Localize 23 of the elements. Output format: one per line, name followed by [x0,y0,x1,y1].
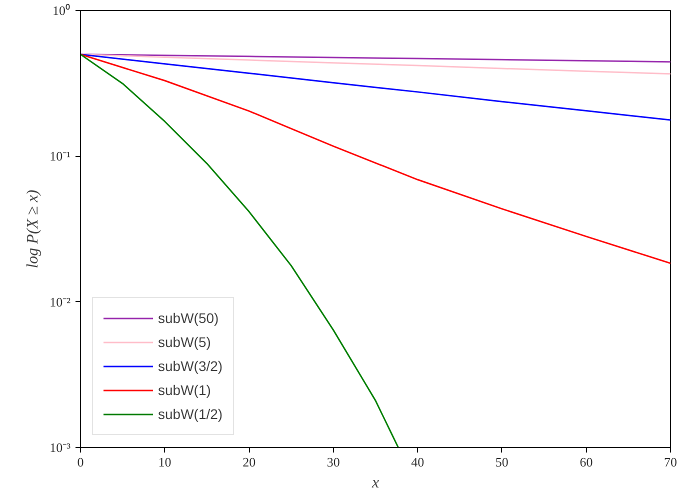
y-tick-label: 10⁻¹ [50,148,71,164]
x-axis-title: x [370,474,380,492]
x-tick-label: 70 [664,454,677,470]
legend-label: subW(3/2) [158,358,223,374]
legend-label: subW(50) [158,310,219,326]
x-tick-label: 40 [411,454,424,470]
line-series [80,54,670,75]
x-tick-label: 60 [580,454,593,470]
line-series [80,54,670,121]
line-series [80,54,670,264]
legend-label: subW(5) [158,334,211,350]
y-tick-label: 10⁻² [50,294,71,310]
line-series [80,54,400,448]
y-tick-label: 10⁰ [52,3,70,18]
x-tick-label: 20 [242,454,256,470]
x-tick-label: 10 [158,454,172,470]
legend-label: subW(1/2) [158,406,223,422]
x-tick-label: 0 [77,454,84,470]
legend-label: subW(1) [158,382,211,398]
x-tick-label: 50 [495,454,508,470]
y-axis-title: log P(X ≥ x) [24,190,42,268]
x-tick-label: 30 [326,454,340,470]
y-tick-label: 10⁻³ [50,440,71,455]
